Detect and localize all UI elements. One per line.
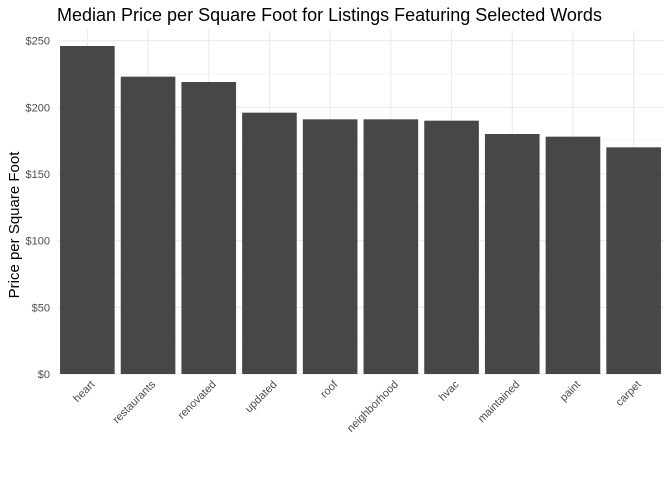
bar-hvac: [424, 120, 479, 375]
y-tick-label: $250: [26, 36, 50, 48]
bar-neighborhood: [363, 119, 419, 374]
y-tick-label: $200: [26, 102, 50, 114]
y-tick-label: $0: [38, 369, 50, 381]
bar-restaurants: [120, 76, 176, 375]
x-tick-label: carpet: [614, 379, 644, 409]
x-tick-label: hvac: [437, 378, 462, 403]
bar-renovated: [181, 82, 237, 374]
bar-maintained: [484, 134, 540, 374]
x-tick-label: paint: [558, 379, 583, 404]
x-axis-ticks: heart restaurants renovated updated roof neig…: [71, 378, 644, 435]
bar-heart: [60, 46, 115, 374]
x-tick-label: neighborhood: [345, 379, 401, 435]
x-tick-label: maintained: [476, 379, 523, 426]
x-tick-label: updated: [243, 379, 280, 416]
bar-paint: [545, 136, 601, 374]
x-tick-label: roof: [318, 378, 341, 401]
y-tick-label: $50: [32, 302, 50, 314]
x-tick-label: restaurants: [111, 378, 159, 426]
bars: [60, 46, 661, 375]
bar-carpet: [606, 147, 661, 374]
bar-roof: [302, 119, 358, 374]
x-tick-label: heart: [71, 379, 97, 405]
y-tick-label: $100: [26, 236, 50, 248]
x-tick-label: renovated: [176, 379, 219, 422]
bar-updated: [242, 112, 297, 375]
y-axis-ticks: $0 $50 $100 $150 $200 $250: [26, 36, 50, 381]
y-tick-label: $150: [26, 169, 50, 181]
chart-title: Median Price per Square Foot for Listing…: [57, 5, 602, 25]
y-axis-label: Price per Square Foot: [6, 151, 23, 299]
